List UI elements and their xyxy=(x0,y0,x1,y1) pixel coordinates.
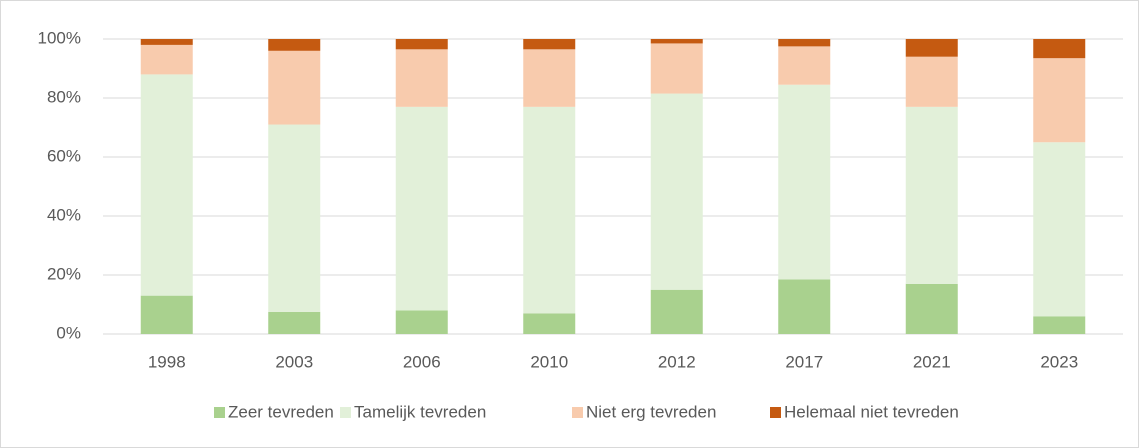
x-tick-label: 1998 xyxy=(148,352,186,371)
bar-segment xyxy=(268,124,321,312)
bar-segment xyxy=(905,39,958,57)
legend-label: Zeer tevreden xyxy=(228,402,334,421)
legend-label: Niet erg tevreden xyxy=(586,402,716,421)
bar-segment xyxy=(1033,58,1086,143)
legend-swatch xyxy=(340,407,351,418)
legend-label: Tamelijk tevreden xyxy=(354,402,486,421)
bar-segment xyxy=(523,49,576,107)
bar-segment xyxy=(395,39,448,50)
bar-segment xyxy=(140,295,193,334)
bar-segment xyxy=(395,49,448,107)
legend-swatch xyxy=(770,407,781,418)
bar-segment xyxy=(650,289,703,334)
bar-segment xyxy=(140,39,193,45)
legend-label: Helemaal niet tevreden xyxy=(784,402,959,421)
x-tick-label: 2012 xyxy=(658,352,696,371)
bar-segment xyxy=(268,50,321,125)
bar-segment xyxy=(523,106,576,314)
bar-segment xyxy=(905,56,958,107)
bar-segment xyxy=(778,39,831,47)
legend-swatch xyxy=(572,407,583,418)
x-tick-label: 2017 xyxy=(785,352,823,371)
bar-segment xyxy=(523,39,576,50)
y-tick-label: 0% xyxy=(56,323,81,342)
bar-segment xyxy=(1033,39,1086,59)
x-tick-label: 2006 xyxy=(403,352,441,371)
bar-segment xyxy=(650,39,703,44)
x-tick-label: 2010 xyxy=(530,352,568,371)
y-tick-label: 80% xyxy=(47,87,81,106)
bar-segment xyxy=(778,279,831,334)
bar-segment xyxy=(905,106,958,284)
bar-segment xyxy=(395,106,448,311)
legend-swatch xyxy=(214,407,225,418)
bar-segment xyxy=(268,311,321,334)
bar-segment xyxy=(268,39,321,51)
bar-segment xyxy=(778,46,831,85)
bar-segment xyxy=(523,313,576,334)
x-tick-label: 2023 xyxy=(1040,352,1078,371)
x-tick-label: 2003 xyxy=(275,352,313,371)
bar-segment xyxy=(1033,142,1086,317)
y-tick-label: 60% xyxy=(47,146,81,165)
bar-segment xyxy=(650,43,703,94)
bar-segment xyxy=(1033,316,1086,334)
bar-segment xyxy=(140,74,193,296)
y-tick-label: 40% xyxy=(47,205,81,224)
y-tick-label: 100% xyxy=(38,28,81,47)
bar-segment xyxy=(140,44,193,75)
bar-segment xyxy=(650,93,703,290)
bar-segment xyxy=(905,283,958,334)
bar-segment xyxy=(395,310,448,334)
y-tick-label: 20% xyxy=(47,264,81,283)
bar-segment xyxy=(778,84,831,280)
x-tick-label: 2021 xyxy=(913,352,951,371)
